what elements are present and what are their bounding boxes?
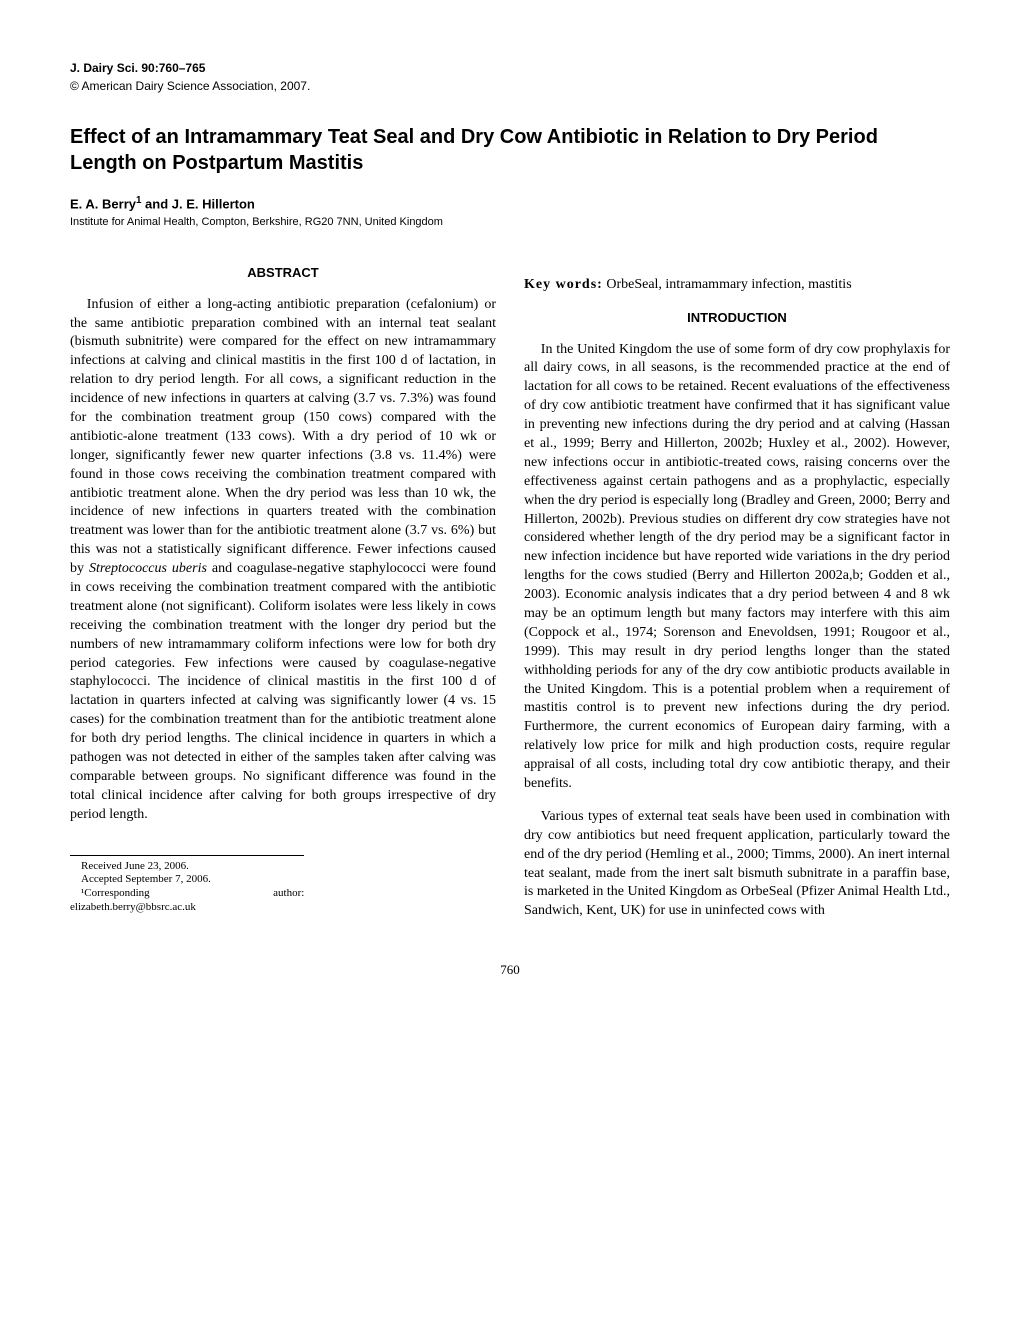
introduction-heading: INTRODUCTION	[524, 309, 950, 327]
keywords: Key words: OrbeSeal, intramammary infect…	[524, 276, 950, 295]
page-number: 760	[70, 961, 950, 979]
footnotes-block: Received June 23, 2006. Accepted Septemb…	[70, 855, 304, 915]
introduction-para-2: Various types of external teat seals hav…	[524, 808, 950, 921]
footnote-received: Received June 23, 2006.	[70, 860, 304, 874]
abstract-text: Infusion of either a long-acting antibio…	[70, 296, 496, 825]
abstract-heading: ABSTRACT	[70, 264, 496, 282]
keywords-text: OrbeSeal, intramammary infection, mastit…	[606, 277, 851, 292]
journal-copyright: © American Dairy Science Association, 20…	[70, 78, 950, 94]
footnote-accepted: Accepted September 7, 2006.	[70, 873, 304, 887]
article-authors: E. A. Berry1 and J. E. Hillerton	[70, 194, 950, 213]
two-column-layout: ABSTRACT Infusion of either a long-actin…	[70, 260, 950, 935]
keywords-label: Key words:	[524, 277, 603, 292]
left-column: ABSTRACT Infusion of either a long-actin…	[70, 260, 496, 935]
journal-citation: J. Dairy Sci. 90:760–765	[70, 60, 950, 76]
article-affiliation: Institute for Animal Health, Compton, Be…	[70, 215, 950, 230]
footnote-corresponding: ¹Corresponding author: elizabeth.berry@b…	[70, 887, 304, 915]
right-column: Key words: OrbeSeal, intramammary infect…	[524, 260, 950, 935]
article-title: Effect of an Intramammary Teat Seal and …	[70, 124, 950, 176]
introduction-para-1: In the United Kingdom the use of some fo…	[524, 341, 950, 794]
